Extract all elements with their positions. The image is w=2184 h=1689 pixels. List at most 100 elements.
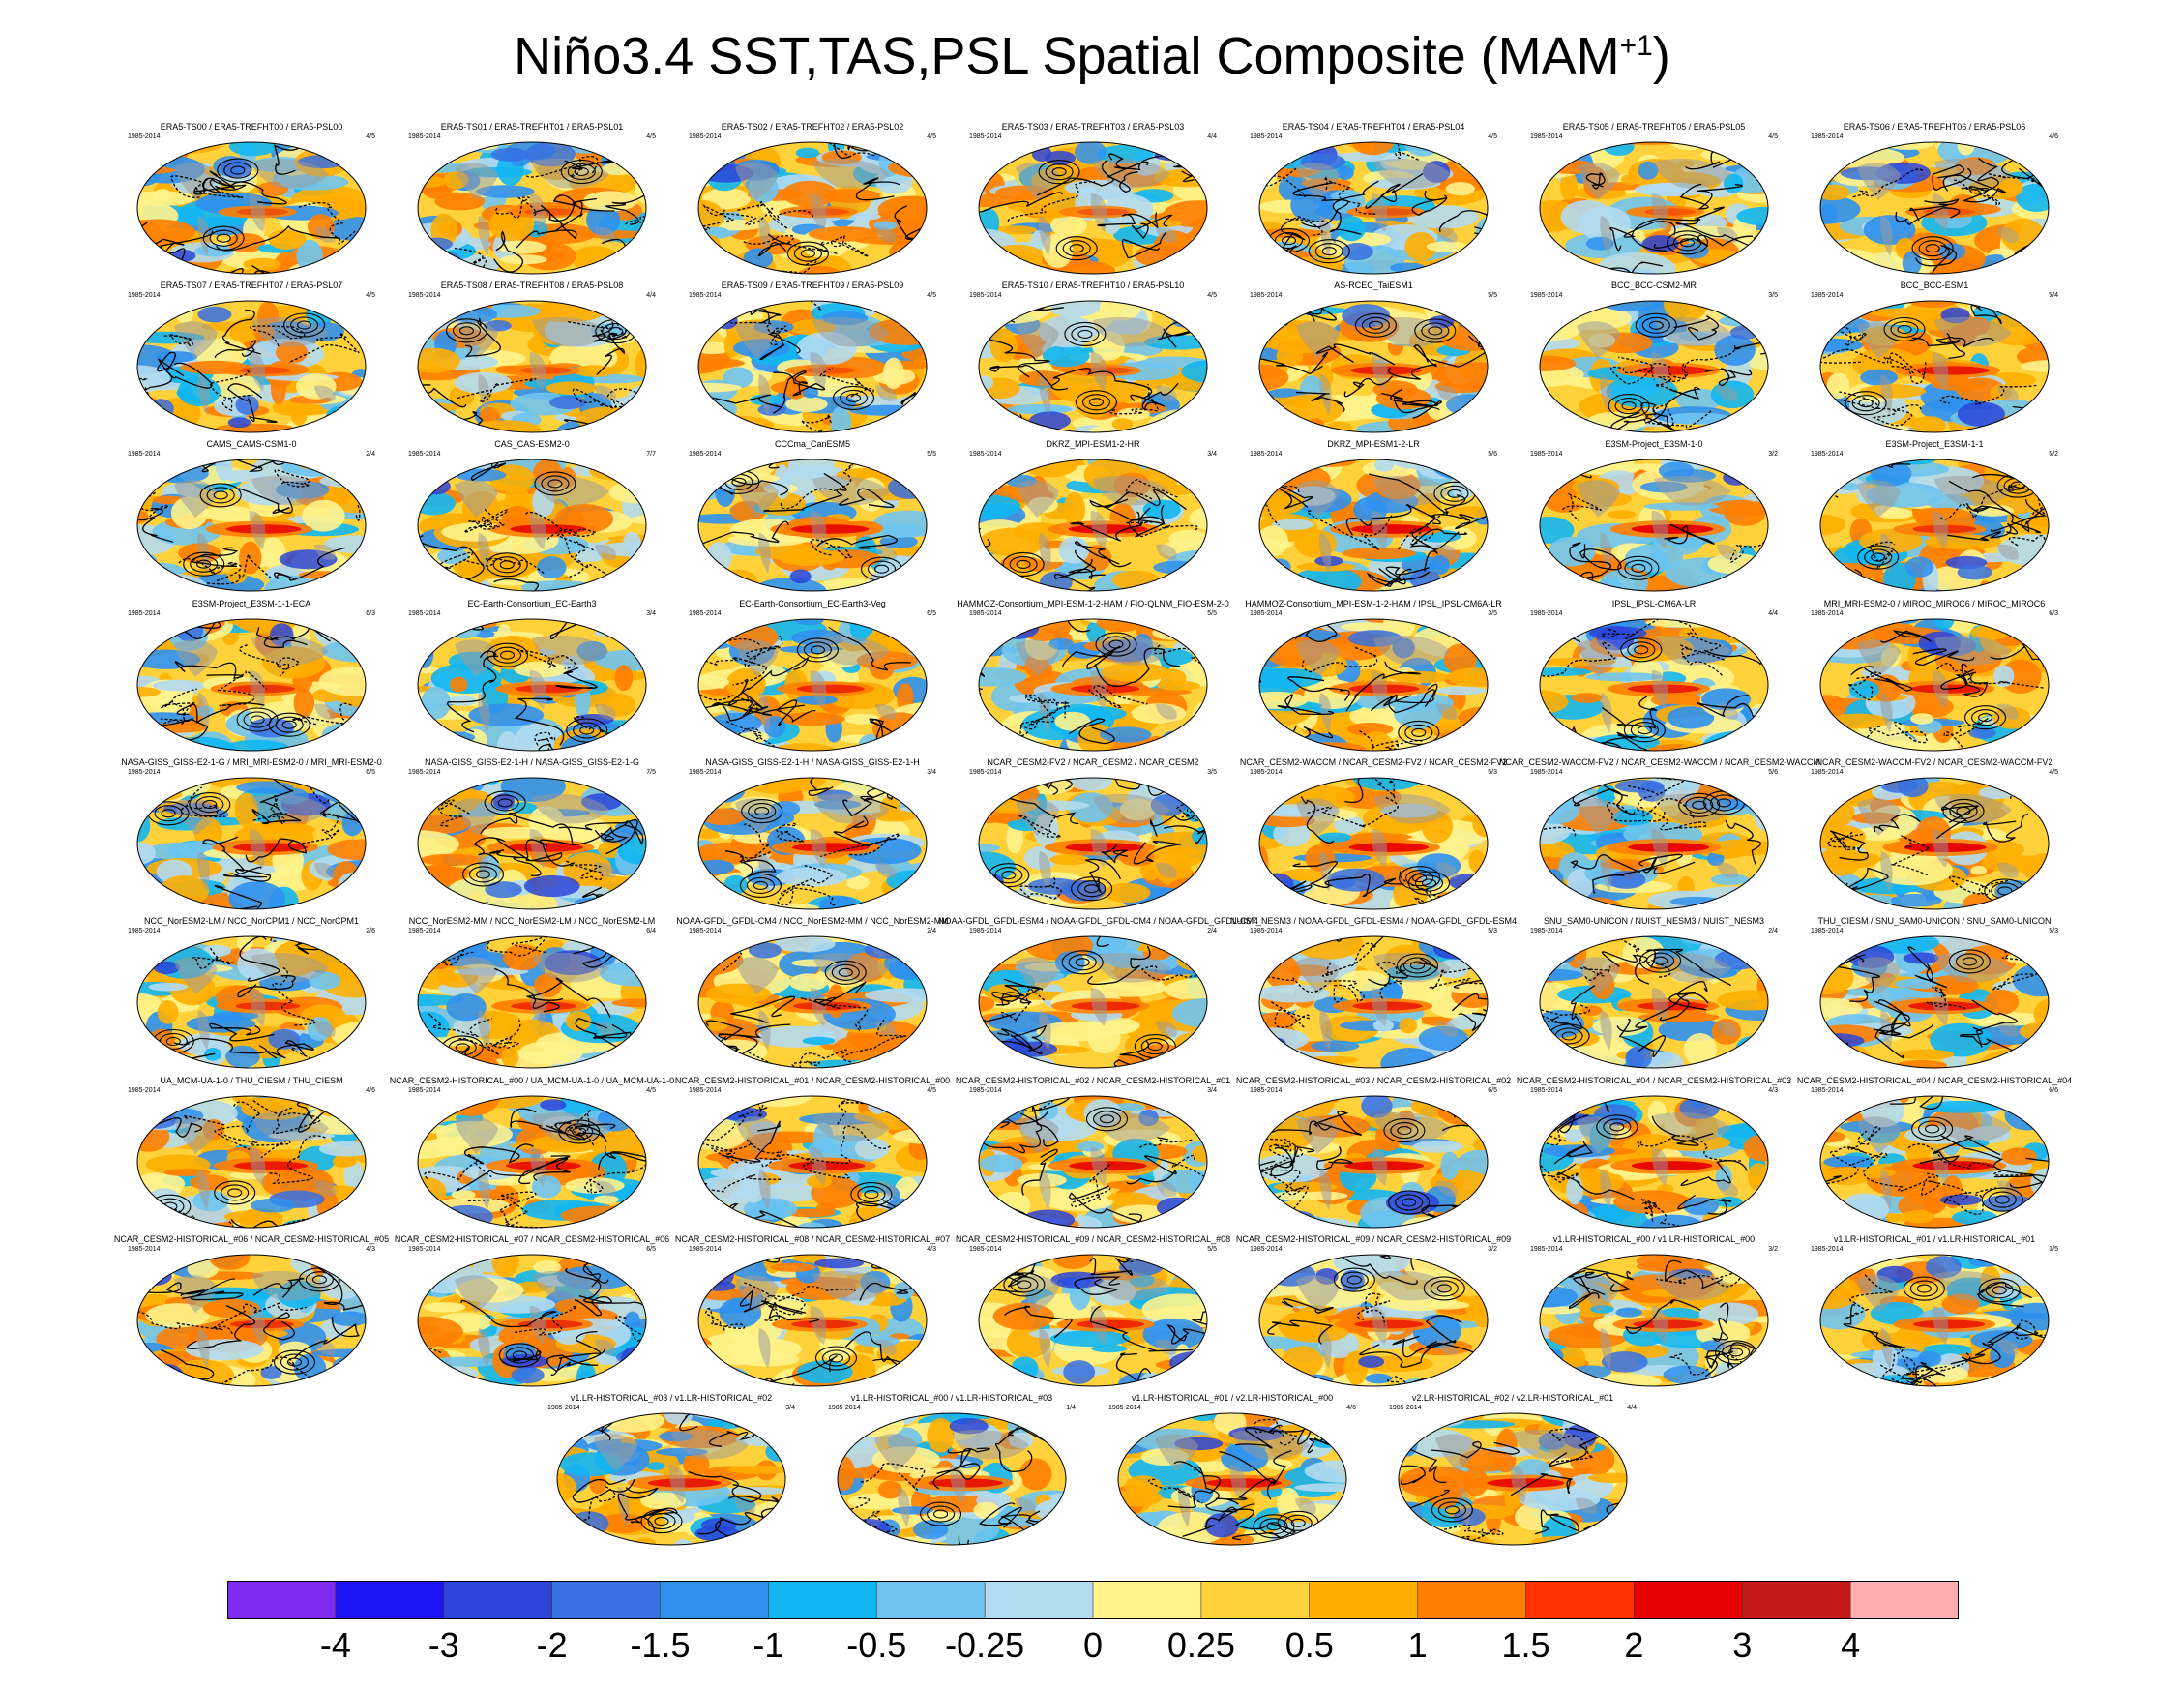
panel-period: 1985-2014 bbox=[128, 610, 161, 617]
composite-panel: v2.LR-HISTORICAL_#02 / v2.LR-HISTORICAL_… bbox=[1387, 1393, 1638, 1553]
composite-panel: CCCma_CanESM5 1985-2014 5/5 bbox=[687, 439, 938, 599]
panel-score: 4/5 bbox=[927, 1087, 936, 1094]
colorbar-bin bbox=[443, 1581, 553, 1619]
composite-map bbox=[978, 777, 1208, 910]
composite-panel: E3SM-Project_E3SM-1-0 1985-2014 3/2 bbox=[1528, 439, 1780, 599]
panel-title: ERA5-TS10 / ERA5-TREFHT10 / ERA5-PSL10 bbox=[1001, 281, 1185, 290]
composite-map bbox=[136, 459, 367, 592]
panel-score: 6/3 bbox=[366, 610, 375, 617]
panel-title: HAMMOZ-Consortium_MPI-ESM-1-2-HAM / FIO-… bbox=[957, 599, 1229, 608]
panel-title: NOAA-GFDL_GFDL-CM4 / NCC_NorESM2-MM / NC… bbox=[676, 916, 949, 926]
composite-panel: ERA5-TS09 / ERA5-TREFHT09 / ERA5-PSL09 19… bbox=[687, 281, 938, 440]
composite-panel: DKRZ_MPI-ESM1-2-LR 1985-2014 5/6 bbox=[1248, 439, 1499, 599]
panel-period: 1985-2014 bbox=[1811, 1087, 1844, 1094]
composite-map bbox=[1819, 935, 2050, 1069]
panel-score: 3/5 bbox=[1768, 292, 1778, 299]
panel-title: NCAR_CESM2-HISTORICAL_#07 / NCAR_CESM2-H… bbox=[394, 1234, 670, 1244]
panel-score: 4/3 bbox=[1768, 1087, 1778, 1094]
panel-score: 3/4 bbox=[1207, 451, 1217, 458]
panel-period: 1985-2014 bbox=[689, 292, 722, 299]
composite-panel: EC-Earth-Consortium_EC-Earth3-Veg 1985-20… bbox=[687, 599, 938, 758]
panel-period: 1985-2014 bbox=[1389, 1405, 1422, 1411]
panel-period: 1985-2014 bbox=[969, 133, 1002, 140]
panel-score: 3/4 bbox=[785, 1405, 795, 1411]
colorbar-bin bbox=[1417, 1581, 1527, 1619]
panel-title: ERA5-TS08 / ERA5-TREFHT08 / ERA5-PSL08 bbox=[440, 281, 624, 290]
composite-map bbox=[978, 618, 1208, 752]
panel-title: CAMS_CAMS-CSM1-0 bbox=[206, 439, 297, 449]
composite-panel: ERA5-TS05 / ERA5-TREFHT05 / ERA5-PSL05 19… bbox=[1528, 122, 1780, 282]
panel-period: 1985-2014 bbox=[1250, 1087, 1283, 1094]
panel-period: 1985-2014 bbox=[1811, 610, 1844, 617]
panel-period: 1985-2014 bbox=[128, 928, 161, 934]
composite-map bbox=[417, 300, 647, 433]
composite-panel: CAS_CAS-ESM2-0 1985-2014 7/7 bbox=[406, 439, 658, 599]
panel-score: 2/4 bbox=[1768, 928, 1778, 934]
composite-panel: NASA-GISS_GISS-E2-1-G / MRI_MRI-ESM2-0 /… bbox=[121, 757, 382, 917]
colorbar-bin bbox=[1525, 1581, 1636, 1619]
panel-title: ERA5-TS03 / ERA5-TREFHT03 / ERA5-PSL03 bbox=[1001, 122, 1185, 132]
panel-title: BCC_BCC-ESM1 bbox=[1900, 281, 1969, 290]
panel-title: ERA5-TS04 / ERA5-TREFHT04 / ERA5-PSL04 bbox=[1282, 122, 1465, 132]
panel-title: NCAR_CESM2-WACCM-FV2 / NCAR_CESM2-WACCM … bbox=[1499, 757, 1821, 767]
panel-score: 2/4 bbox=[927, 928, 936, 934]
panel-score: 5/5 bbox=[1488, 292, 1497, 299]
colorbar-bin bbox=[1634, 1581, 1744, 1619]
composite-panel: v1.LR-HISTORICAL_#00 / v1.LR-HISTORICAL_… bbox=[826, 1393, 1077, 1553]
composite-map bbox=[978, 300, 1208, 433]
panel-score: 7/5 bbox=[646, 769, 656, 776]
panel-title: ERA5-TS09 / ERA5-TREFHT09 / ERA5-PSL09 bbox=[721, 281, 904, 290]
composite-panel: BCC_BCC-ESM1 1985-2014 5/4 bbox=[1809, 281, 2060, 440]
composite-panel: DKRZ_MPI-ESM1-2-HR 1985-2014 3/4 bbox=[967, 439, 1219, 599]
panel-period: 1985-2014 bbox=[689, 928, 722, 934]
panel-period: 1985-2014 bbox=[969, 610, 1002, 617]
composite-panel: NCAR_CESM2-HISTORICAL_#09 / NCAR_CESM2-H… bbox=[1236, 1234, 1511, 1394]
panel-title: NOAA-GFDL_GFDL-ESM4 / NOAA-GFDL_GFDL-CM4… bbox=[938, 916, 1259, 926]
panel-period: 1985-2014 bbox=[689, 1087, 722, 1094]
colorbar-bin bbox=[875, 1581, 986, 1619]
panel-period: 1985-2014 bbox=[969, 1246, 1002, 1253]
composite-map bbox=[1258, 777, 1489, 910]
panel-title: DKRZ_MPI-ESM1-2-LR bbox=[1327, 439, 1420, 449]
panel-score: 5/3 bbox=[2049, 928, 2058, 934]
composite-panel: v1.LR-HISTORICAL_#01 / v1.LR-HISTORICAL_… bbox=[1809, 1234, 2060, 1394]
panel-score: 4/6 bbox=[1346, 1405, 1356, 1411]
composite-panel: ERA5-TS07 / ERA5-TREFHT07 / ERA5-PSL07 19… bbox=[126, 281, 377, 440]
composite-panel: NASA-GISS_GISS-E2-1-H / NASA-GISS_GISS-E… bbox=[687, 757, 938, 917]
panel-score: 2/4 bbox=[366, 451, 375, 458]
composite-map bbox=[1117, 1412, 1347, 1546]
colorbar-tick-label: -1.5 bbox=[630, 1625, 691, 1665]
composite-map bbox=[1258, 935, 1489, 1069]
panel-title: ERA5-TS01 / ERA5-TREFHT01 / ERA5-PSL01 bbox=[440, 122, 624, 132]
panel-title: MRI_MRI-ESM2-0 / MIROC_MIROC6 / MIROC_MI… bbox=[1823, 599, 2046, 608]
composite-panel: NCAR_CESM2-HISTORICAL_#00 / UA_MCM-UA-1-… bbox=[390, 1076, 674, 1235]
panel-title: v1.LR-HISTORICAL_#01 / v2.LR-HISTORICAL_… bbox=[1131, 1393, 1334, 1403]
composite-map bbox=[1819, 1095, 2050, 1229]
panel-title: NCAR_CESM2-HISTORICAL_#04 / NCAR_CESM2-H… bbox=[1796, 1076, 2073, 1085]
panel-period: 1985-2014 bbox=[689, 133, 722, 140]
panel-score: 5/3 bbox=[1488, 769, 1497, 776]
composite-panel: EC-Earth-Consortium_EC-Earth3 1985-2014 3/… bbox=[406, 599, 658, 758]
panel-title: IPSL_IPSL-CM6A-LR bbox=[1611, 599, 1697, 608]
panel-score: 3/4 bbox=[1207, 1087, 1217, 1094]
panel-title: NCAR_CESM2-HISTORICAL_#00 / UA_MCM-UA-1-… bbox=[389, 1076, 675, 1085]
composite-map bbox=[1258, 1095, 1489, 1229]
composite-panel: NCAR_CESM2-HISTORICAL_#06 / NCAR_CESM2-H… bbox=[114, 1234, 389, 1394]
panel-period: 1985-2014 bbox=[689, 610, 722, 617]
colorbar-tick-label: -1 bbox=[753, 1625, 784, 1665]
composite-map bbox=[1819, 777, 2050, 910]
panel-title: EC-Earth-Consortium_EC-Earth3 bbox=[467, 599, 597, 608]
colorbar-tick-label: -3 bbox=[428, 1625, 459, 1665]
panel-score: 1/4 bbox=[1066, 1405, 1076, 1411]
panel-score: 4/6 bbox=[2049, 133, 2058, 140]
panel-score: 6/6 bbox=[2049, 1087, 2058, 1094]
colorbar-tick-label: 0.5 bbox=[1284, 1625, 1334, 1665]
composite-map bbox=[417, 1254, 647, 1387]
panel-title: ERA5-TS02 / ERA5-TREFHT02 / ERA5-PSL02 bbox=[721, 122, 904, 132]
panel-title: AS-RCEC_TaiESM1 bbox=[1334, 281, 1413, 290]
panel-title: THU_CIESM / SNU_SAM0-UNICON / SNU_SAM0-U… bbox=[1817, 916, 2051, 926]
composite-panel: E3SM-Project_E3SM-1-1-ECA 1985-2014 6/3 bbox=[126, 599, 377, 758]
panel-title: NCAR_CESM2-HISTORICAL_#04 / NCAR_CESM2-H… bbox=[1516, 1076, 1792, 1085]
composite-panel: NCAR_CESM2-HISTORICAL_#03 / NCAR_CESM2-H… bbox=[1236, 1076, 1511, 1235]
colorbar-tick-label: -0.25 bbox=[945, 1625, 1025, 1665]
